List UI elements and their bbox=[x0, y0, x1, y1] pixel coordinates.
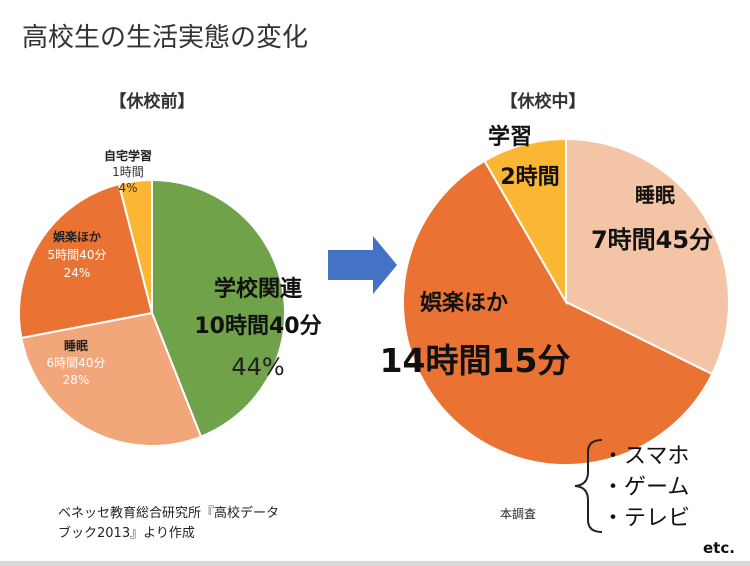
pie-chart-before bbox=[18, 178, 286, 447]
label-before-sleep-name: 睡眠 bbox=[64, 338, 88, 353]
bottom-bar bbox=[0, 561, 750, 566]
label-before-school-time: 10時間40分 bbox=[194, 314, 321, 339]
pie-before-slice-3 bbox=[117, 178, 153, 314]
activity-smartphone: ・スマホ bbox=[602, 444, 689, 469]
label-after-study-name: 学習 bbox=[488, 124, 532, 150]
label-before-leisure-percent: 24% bbox=[64, 266, 91, 280]
chart-title-before: 【休校前】 bbox=[110, 91, 195, 112]
label-after-leisure-name: 娯楽ほか bbox=[420, 290, 508, 316]
arrow-icon bbox=[328, 236, 397, 294]
label-after-study-time: 2時間 bbox=[500, 165, 559, 190]
activity-game: ・ゲーム bbox=[602, 475, 689, 500]
label-before-study-percent: 4% bbox=[118, 181, 137, 195]
label-before-school-percent: 44% bbox=[231, 353, 284, 381]
pie-after-slice-0 bbox=[565, 137, 730, 376]
label-after-sleep-time: 7時間45分 bbox=[591, 226, 713, 254]
chart-title-after: 【休校中】 bbox=[501, 91, 586, 112]
brace-icon bbox=[574, 439, 603, 533]
label-before-leisure-time: 5時間40分 bbox=[48, 248, 107, 262]
label-after-sleep-name: 睡眠 bbox=[635, 183, 675, 207]
label-before-school-name: 学校関連 bbox=[214, 276, 303, 302]
label-before-study-name: 自宅学習 bbox=[104, 148, 152, 163]
label-after-leisure-time: 14時間15分 bbox=[380, 341, 571, 380]
pie-before-slice-0 bbox=[151, 178, 286, 438]
etc-label: etc. bbox=[703, 539, 735, 557]
source-before-line2: ブック2013』より作成 bbox=[58, 525, 195, 541]
page-title: 高校生の生活実態の変化 bbox=[22, 23, 308, 53]
activity-tv: ・テレビ bbox=[602, 506, 690, 531]
label-before-study-time: 1時間 bbox=[112, 165, 144, 179]
pie-after-slice-2 bbox=[483, 137, 567, 306]
pie-chart-after bbox=[402, 137, 730, 466]
pie-after-slice-1 bbox=[402, 159, 714, 466]
pie-before-slice-2 bbox=[18, 182, 154, 340]
label-before-leisure-name: 娯楽ほか bbox=[53, 229, 101, 244]
label-before-sleep-percent: 28% bbox=[63, 373, 90, 387]
pie-before-slice-1 bbox=[20, 311, 203, 447]
source-after: 本調査 bbox=[500, 507, 536, 521]
label-before-sleep-time: 6時間40分 bbox=[47, 356, 106, 370]
source-before-line1: ベネッセ教育総合研究所『高校データ bbox=[58, 505, 279, 521]
